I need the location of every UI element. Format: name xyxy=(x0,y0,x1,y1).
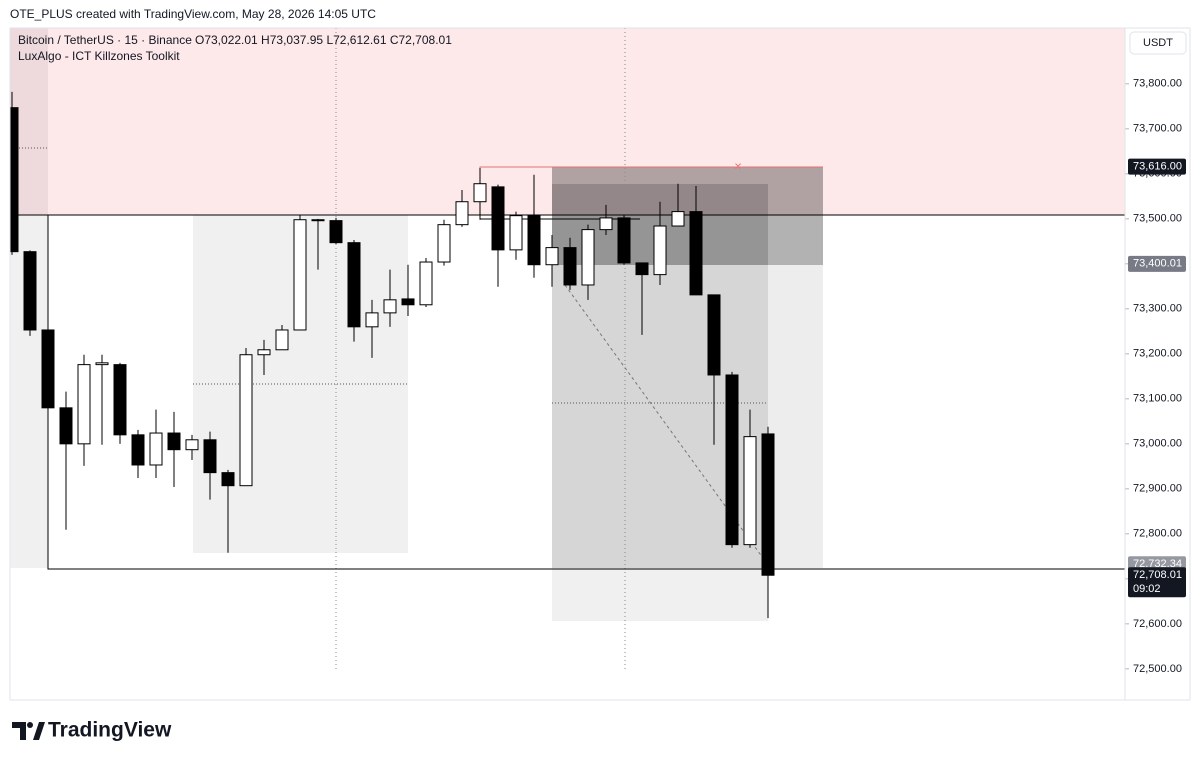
logo: TradingView xyxy=(48,719,172,742)
candle-body xyxy=(671,211,685,227)
candle-body xyxy=(437,224,451,263)
premium-zone xyxy=(10,28,1125,215)
x-marker: × xyxy=(734,158,742,173)
candle-body xyxy=(10,107,19,253)
candle-body xyxy=(59,407,73,445)
price-tag xyxy=(1128,255,1186,272)
zones: × xyxy=(10,28,1125,672)
candle-body xyxy=(383,299,397,314)
currency-button[interactable] xyxy=(1129,31,1187,55)
candle-body xyxy=(455,201,469,226)
session-box xyxy=(768,265,823,568)
candle-body xyxy=(293,219,307,331)
ohlc: O73,022.01 H73,037.95 L72,612.61 C72,708… xyxy=(195,33,452,47)
y-tick-label: 72,800.00 xyxy=(1133,528,1182,540)
y-tick-label: 72,500.00 xyxy=(1133,663,1182,675)
candle-body xyxy=(203,439,217,474)
candle-body xyxy=(491,186,505,251)
candle-body xyxy=(509,215,523,251)
candle-body xyxy=(617,217,631,264)
candle-body xyxy=(419,261,433,306)
y-tick-label: 73,300.00 xyxy=(1133,303,1182,315)
range-box xyxy=(552,167,823,265)
price-tag-label: 72,708.01 xyxy=(1133,569,1182,581)
candle-body xyxy=(365,312,379,328)
candle-body xyxy=(581,229,595,286)
symbol: Bitcoin / TetherUS · 15 · Binance xyxy=(18,33,192,47)
attribution: OTE_PLUS created with TradingView.com, M… xyxy=(10,7,376,21)
frame xyxy=(9,27,1191,701)
candle-body xyxy=(95,362,109,366)
candles xyxy=(10,91,775,619)
candle-body xyxy=(689,211,703,296)
candle-body xyxy=(347,242,361,328)
candle-body xyxy=(635,262,649,276)
candle-body xyxy=(401,298,415,306)
candle-body xyxy=(23,251,37,331)
y-tick-label: 73,000.00 xyxy=(1133,438,1182,450)
countdown: 09:02 xyxy=(1133,583,1161,595)
indicator: LuxAlgo - ICT Killzones Toolkit xyxy=(18,49,180,63)
candle-body xyxy=(329,220,343,244)
candle-body xyxy=(653,225,667,276)
y-tick-label: 72,600.00 xyxy=(1133,618,1182,630)
y-tick-label: 73,100.00 xyxy=(1133,393,1182,405)
candle-body xyxy=(743,436,757,546)
candle-body xyxy=(311,219,325,222)
candle-body xyxy=(725,374,739,546)
y-axis: 72,500.0072,600.0072,700.0072,800.0072,9… xyxy=(1125,78,1186,675)
candle-body xyxy=(545,247,559,266)
candle-body xyxy=(131,434,145,466)
candle-body xyxy=(41,329,55,409)
candle-body xyxy=(527,215,541,266)
candle-body xyxy=(149,432,163,466)
y-tick-label: 73,700.00 xyxy=(1133,123,1182,135)
candle-body xyxy=(167,432,181,451)
logo-icon xyxy=(12,722,45,740)
candle-body xyxy=(473,183,487,203)
price-tag-label: 73,616.00 xyxy=(1133,161,1182,173)
price-tag xyxy=(1128,158,1186,175)
candle-body xyxy=(185,439,199,451)
candle-body xyxy=(257,349,271,356)
y-tick-label: 73,500.00 xyxy=(1133,213,1182,225)
candle-body xyxy=(275,329,289,351)
y-tick-label: 72,900.00 xyxy=(1133,483,1182,495)
currency[interactable]: USDT xyxy=(1143,37,1173,49)
y-tick-label: 73,800.00 xyxy=(1133,78,1182,90)
candle-body xyxy=(77,364,91,445)
candle-body xyxy=(563,247,577,286)
candle-body xyxy=(761,433,775,576)
candle-body xyxy=(707,294,721,376)
candle-body xyxy=(221,472,235,487)
price-tag-label: 72,732.34 xyxy=(1133,558,1182,570)
price-tag xyxy=(1128,567,1186,598)
candle-body xyxy=(239,354,253,487)
y-tick-label: 73,200.00 xyxy=(1133,348,1182,360)
price-tag-label: 73,400.01 xyxy=(1133,258,1182,270)
candle-body xyxy=(599,217,613,231)
candle-body xyxy=(113,364,127,436)
session-box xyxy=(552,568,768,621)
